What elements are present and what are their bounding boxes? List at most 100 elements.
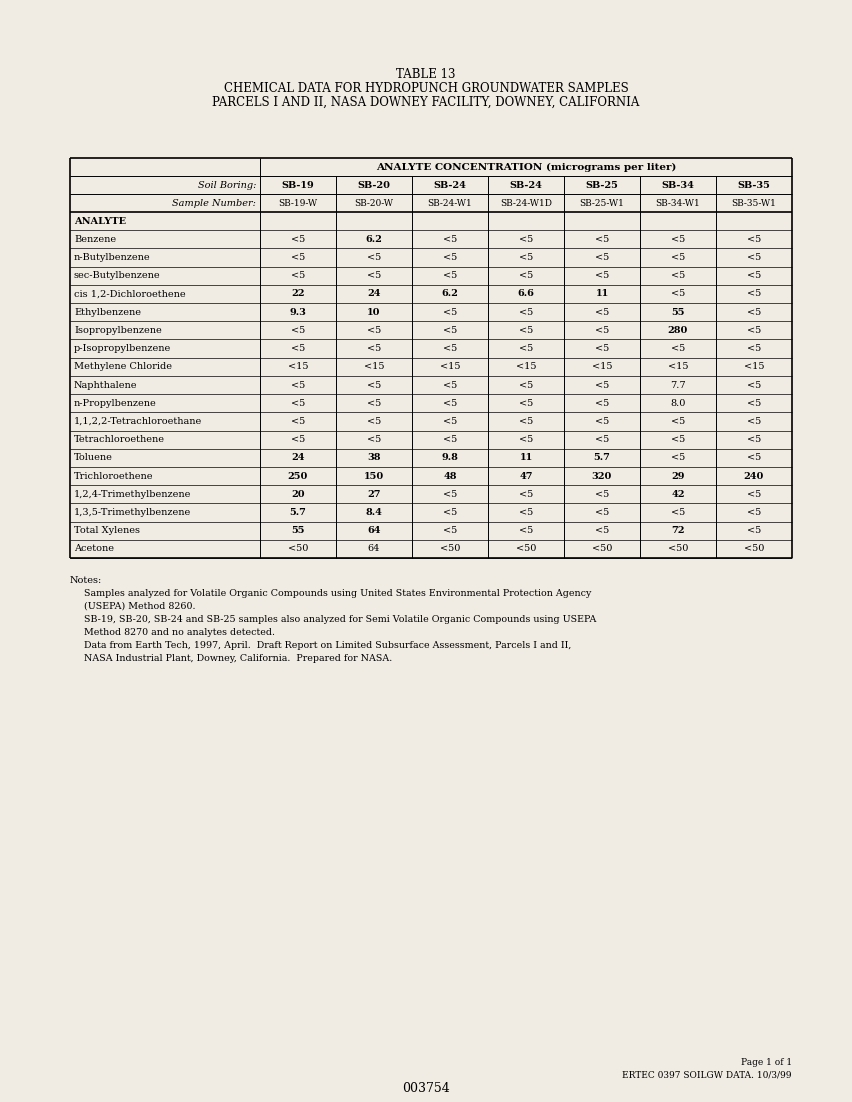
Text: <5: <5 <box>443 307 458 316</box>
Text: SB-24-W1: SB-24-W1 <box>428 198 472 207</box>
Text: <5: <5 <box>443 380 458 389</box>
Text: Sample Number:: Sample Number: <box>172 198 256 207</box>
Text: <5: <5 <box>367 380 381 389</box>
Text: <5: <5 <box>519 235 533 244</box>
Text: <5: <5 <box>519 526 533 536</box>
Text: <5: <5 <box>291 235 305 244</box>
Text: <5: <5 <box>747 253 761 262</box>
Text: <5: <5 <box>519 253 533 262</box>
Text: 24: 24 <box>291 453 305 463</box>
Text: <5: <5 <box>671 344 685 353</box>
Text: <5: <5 <box>595 489 609 499</box>
Text: <5: <5 <box>519 489 533 499</box>
Text: TABLE 13: TABLE 13 <box>396 68 456 82</box>
Text: CHEMICAL DATA FOR HYDROPUNCH GROUNDWATER SAMPLES: CHEMICAL DATA FOR HYDROPUNCH GROUNDWATER… <box>223 82 629 95</box>
Text: SB-34-W1: SB-34-W1 <box>656 198 700 207</box>
Text: SB-24: SB-24 <box>434 181 466 190</box>
Text: <5: <5 <box>519 380 533 389</box>
Text: <5: <5 <box>595 307 609 316</box>
Text: n-Butylbenzene: n-Butylbenzene <box>74 253 151 262</box>
Text: <5: <5 <box>595 380 609 389</box>
Text: <5: <5 <box>747 399 761 408</box>
Text: SB-24: SB-24 <box>509 181 543 190</box>
Text: 8.0: 8.0 <box>671 399 686 408</box>
Text: <5: <5 <box>367 417 381 425</box>
Text: <5: <5 <box>367 326 381 335</box>
Text: <5: <5 <box>747 489 761 499</box>
Text: SB-19, SB-20, SB-24 and SB-25 samples also analyzed for Semi Volatile Organic Co: SB-19, SB-20, SB-24 and SB-25 samples al… <box>78 615 596 624</box>
Text: <5: <5 <box>443 508 458 517</box>
Text: 64: 64 <box>368 544 380 553</box>
Text: 1,2,4-Trimethylbenzene: 1,2,4-Trimethylbenzene <box>74 489 192 499</box>
Text: <5: <5 <box>367 271 381 280</box>
Text: <5: <5 <box>443 271 458 280</box>
Text: Isopropylbenzene: Isopropylbenzene <box>74 326 162 335</box>
Text: 6.2: 6.2 <box>441 290 458 299</box>
Text: 150: 150 <box>364 472 384 480</box>
Text: <15: <15 <box>364 363 384 371</box>
Text: 10: 10 <box>367 307 381 316</box>
Text: 280: 280 <box>668 326 688 335</box>
Text: <5: <5 <box>595 344 609 353</box>
Text: SB-20: SB-20 <box>358 181 390 190</box>
Text: <15: <15 <box>744 363 764 371</box>
Text: NASA Industrial Plant, Downey, California.  Prepared for NASA.: NASA Industrial Plant, Downey, Californi… <box>78 653 392 663</box>
Text: SB-25: SB-25 <box>585 181 619 190</box>
Text: <5: <5 <box>747 235 761 244</box>
Text: <50: <50 <box>592 544 613 553</box>
Text: Toluene: Toluene <box>74 453 112 463</box>
Text: <5: <5 <box>595 417 609 425</box>
Text: <5: <5 <box>519 271 533 280</box>
Text: Acetone: Acetone <box>74 544 114 553</box>
Text: 8.4: 8.4 <box>366 508 383 517</box>
Text: <5: <5 <box>519 417 533 425</box>
Text: 5.7: 5.7 <box>594 453 610 463</box>
Text: <5: <5 <box>291 326 305 335</box>
Text: 29: 29 <box>671 472 685 480</box>
Text: 64: 64 <box>367 526 381 536</box>
Text: <5: <5 <box>443 344 458 353</box>
Text: <5: <5 <box>747 508 761 517</box>
Text: <5: <5 <box>671 508 685 517</box>
Text: Data from Earth Tech, 1997, April.  Draft Report on Limited Subsurface Assessmen: Data from Earth Tech, 1997, April. Draft… <box>78 641 572 650</box>
Text: Soil Boring:: Soil Boring: <box>198 181 256 190</box>
Text: <15: <15 <box>515 363 536 371</box>
Text: 320: 320 <box>592 472 613 480</box>
Text: Page 1 of 1: Page 1 of 1 <box>741 1058 792 1067</box>
Text: <5: <5 <box>595 326 609 335</box>
Text: Total Xylenes: Total Xylenes <box>74 526 140 536</box>
Text: <5: <5 <box>443 253 458 262</box>
Text: <5: <5 <box>443 526 458 536</box>
Text: 7.7: 7.7 <box>671 380 686 389</box>
Text: <5: <5 <box>671 417 685 425</box>
Text: <50: <50 <box>668 544 688 553</box>
Text: ERTEC 0397 SOILGW DATA. 10/3/99: ERTEC 0397 SOILGW DATA. 10/3/99 <box>623 1071 792 1080</box>
Text: <5: <5 <box>595 526 609 536</box>
Text: SB-35-W1: SB-35-W1 <box>732 198 776 207</box>
Text: <5: <5 <box>367 435 381 444</box>
Text: 6.2: 6.2 <box>366 235 383 244</box>
Text: <5: <5 <box>367 399 381 408</box>
Text: 48: 48 <box>443 472 457 480</box>
Text: <5: <5 <box>671 253 685 262</box>
Text: Samples analyzed for Volatile Organic Compounds using United States Environmenta: Samples analyzed for Volatile Organic Co… <box>78 588 591 598</box>
Text: <5: <5 <box>291 417 305 425</box>
Text: <50: <50 <box>515 544 536 553</box>
Text: <5: <5 <box>747 435 761 444</box>
Text: <5: <5 <box>595 508 609 517</box>
Text: <5: <5 <box>595 235 609 244</box>
Text: 20: 20 <box>291 489 305 499</box>
Text: <5: <5 <box>291 271 305 280</box>
Text: Naphthalene: Naphthalene <box>74 380 137 389</box>
Text: 72: 72 <box>671 526 685 536</box>
Text: 22: 22 <box>291 290 305 299</box>
Text: <5: <5 <box>519 344 533 353</box>
Text: <5: <5 <box>747 271 761 280</box>
Text: <5: <5 <box>443 489 458 499</box>
Text: <5: <5 <box>519 508 533 517</box>
Text: <5: <5 <box>291 399 305 408</box>
Text: <5: <5 <box>367 253 381 262</box>
Text: <5: <5 <box>747 380 761 389</box>
Text: <15: <15 <box>592 363 613 371</box>
Text: 250: 250 <box>288 472 308 480</box>
